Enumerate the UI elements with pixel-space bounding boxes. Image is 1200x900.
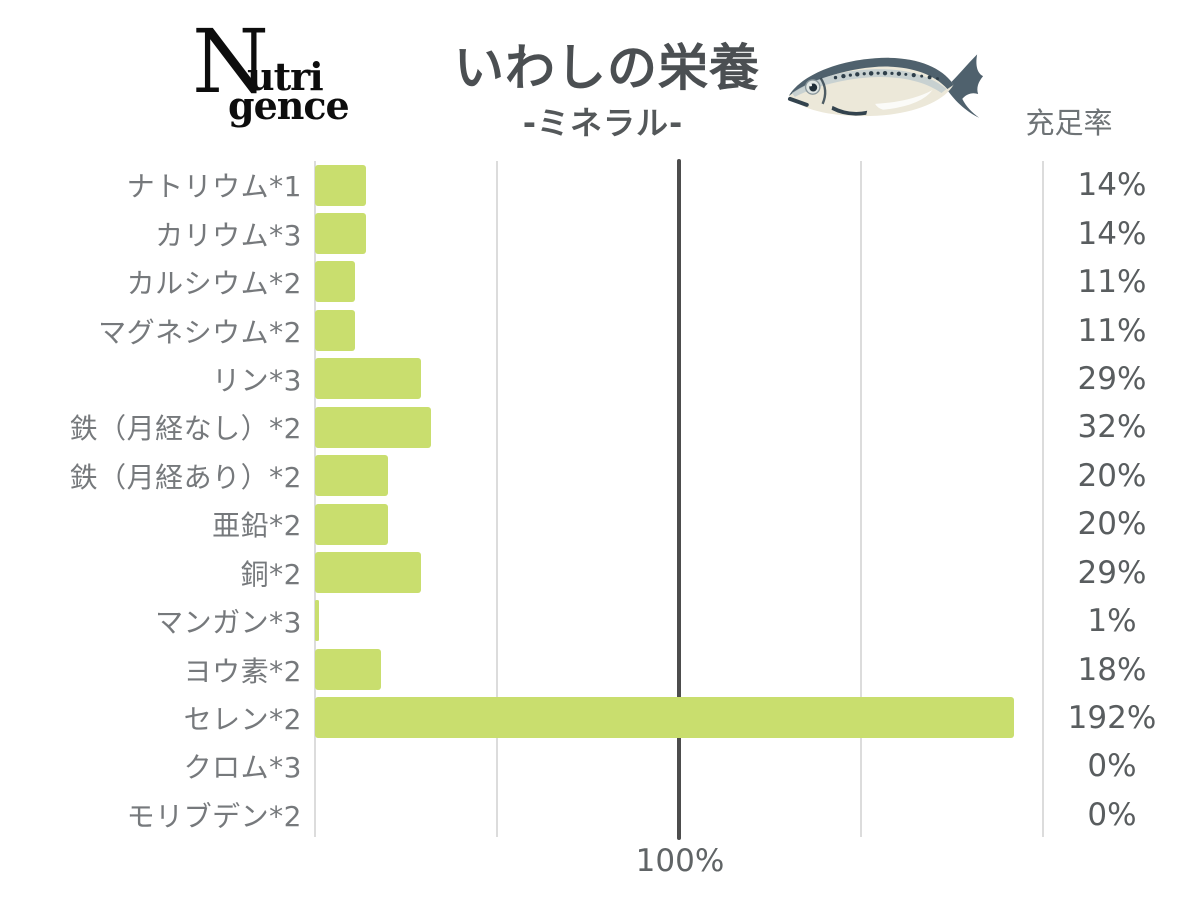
category-label: ヨウ素*2 xyxy=(183,654,302,688)
category-label: 銅*2 xyxy=(240,557,302,591)
value-label: 1% xyxy=(1087,603,1137,640)
sardine-fish-icon xyxy=(787,54,984,118)
value-bar xyxy=(315,358,421,400)
category-label: セレン*2 xyxy=(183,703,302,737)
category-label: リン*3 xyxy=(212,363,302,397)
value-bar xyxy=(315,697,1014,739)
gridline-200pct xyxy=(1042,161,1044,837)
chart-row: セレン*2 192% xyxy=(0,694,1200,742)
value-column-header: 充足率 xyxy=(1025,106,1113,140)
category-label: 鉄（月経なし）*2 xyxy=(69,412,302,446)
value-bar xyxy=(315,648,381,690)
chart-row: モリブデン*2 0% xyxy=(0,791,1200,839)
value-bar xyxy=(315,261,355,303)
reference-line-100pct xyxy=(676,159,682,840)
value-bar xyxy=(315,406,431,448)
chart-row: クロム*3 0% xyxy=(0,742,1200,790)
value-bar xyxy=(315,309,355,351)
page-title: いわしの栄養 xyxy=(454,39,760,97)
value-label: 0% xyxy=(1087,748,1137,785)
value-label: 14% xyxy=(1077,167,1147,204)
logo-text-utri: utri xyxy=(247,54,324,99)
reference-tick-label: 100% xyxy=(635,843,725,879)
logo-text-gence: gence xyxy=(228,83,350,128)
category-label: モリブデン*2 xyxy=(126,799,302,833)
value-label: 14% xyxy=(1077,215,1147,252)
chart-row: 鉄（月経なし）*2 32% xyxy=(0,403,1200,451)
page-subtitle: -ミネラル- xyxy=(522,104,684,142)
bar-rows: ナトリウム*1 14% カリウム*3 14% カルシウム*2 11% マグネシウ… xyxy=(0,161,1200,839)
category-label: カリウム*3 xyxy=(155,218,302,252)
chart-row: マグネシウム*2 11% xyxy=(0,306,1200,354)
chart-row: リン*3 29% xyxy=(0,355,1200,403)
value-label: 11% xyxy=(1077,264,1147,301)
value-label: 29% xyxy=(1077,554,1147,591)
chart-row: 鉄（月経あり）*2 20% xyxy=(0,452,1200,500)
value-label: 32% xyxy=(1077,409,1147,446)
nutrigence-logo: N utri gence xyxy=(190,18,370,128)
value-bar xyxy=(315,600,319,642)
value-label: 192% xyxy=(1067,700,1157,737)
category-label: カルシウム*2 xyxy=(126,267,302,301)
category-label: 鉄（月経あり）*2 xyxy=(69,460,302,494)
category-label: クロム*3 xyxy=(183,751,302,785)
logo-letter-n: N xyxy=(192,10,269,113)
value-label: 11% xyxy=(1077,312,1147,349)
chart-row: カリウム*3 14% xyxy=(0,209,1200,257)
value-label: 0% xyxy=(1087,796,1137,833)
value-label: 20% xyxy=(1077,506,1147,543)
category-label: 亜鉛*2 xyxy=(212,509,302,543)
value-bar xyxy=(315,503,388,545)
category-label: マグネシウム*2 xyxy=(98,315,302,349)
category-label: マンガン*3 xyxy=(155,606,302,640)
gridline-0pct xyxy=(314,161,316,837)
chart-row: 銅*2 29% xyxy=(0,549,1200,597)
value-bar xyxy=(315,455,388,497)
chart-row: ナトリウム*1 14% xyxy=(0,161,1200,209)
category-label: ナトリウム*1 xyxy=(126,170,302,204)
value-bar xyxy=(315,552,421,593)
chart-row: マンガン*3 1% xyxy=(0,597,1200,645)
value-bar xyxy=(315,164,366,206)
gridline-150pct xyxy=(860,161,862,837)
value-bar xyxy=(315,212,366,254)
value-label: 20% xyxy=(1077,457,1147,494)
chart-row: ヨウ素*2 18% xyxy=(0,645,1200,693)
chart-row: カルシウム*2 11% xyxy=(0,258,1200,306)
value-label: 29% xyxy=(1077,360,1147,397)
value-label: 18% xyxy=(1077,651,1147,688)
gridline-50pct xyxy=(496,161,498,837)
chart-row: 亜鉛*2 20% xyxy=(0,500,1200,548)
